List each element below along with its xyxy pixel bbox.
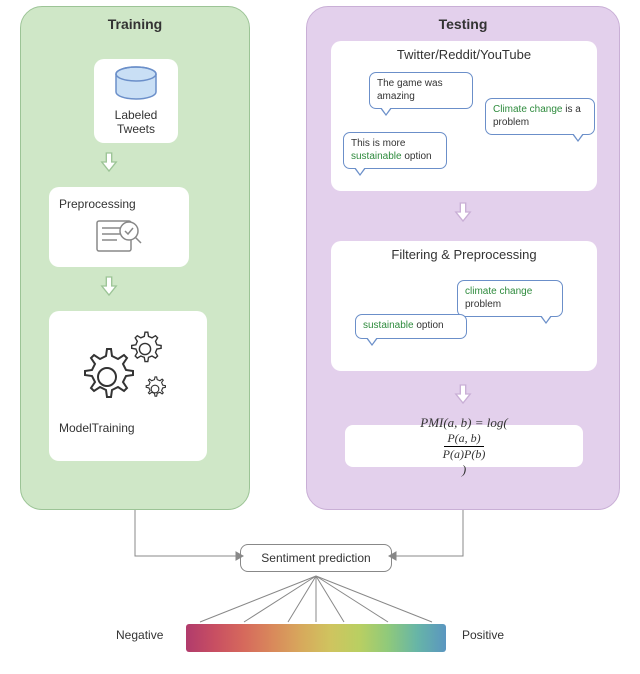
fan-lines	[0, 0, 640, 674]
sentiment-spectrum	[186, 624, 446, 652]
positive-label: Positive	[462, 628, 504, 642]
negative-label: Negative	[116, 628, 163, 642]
